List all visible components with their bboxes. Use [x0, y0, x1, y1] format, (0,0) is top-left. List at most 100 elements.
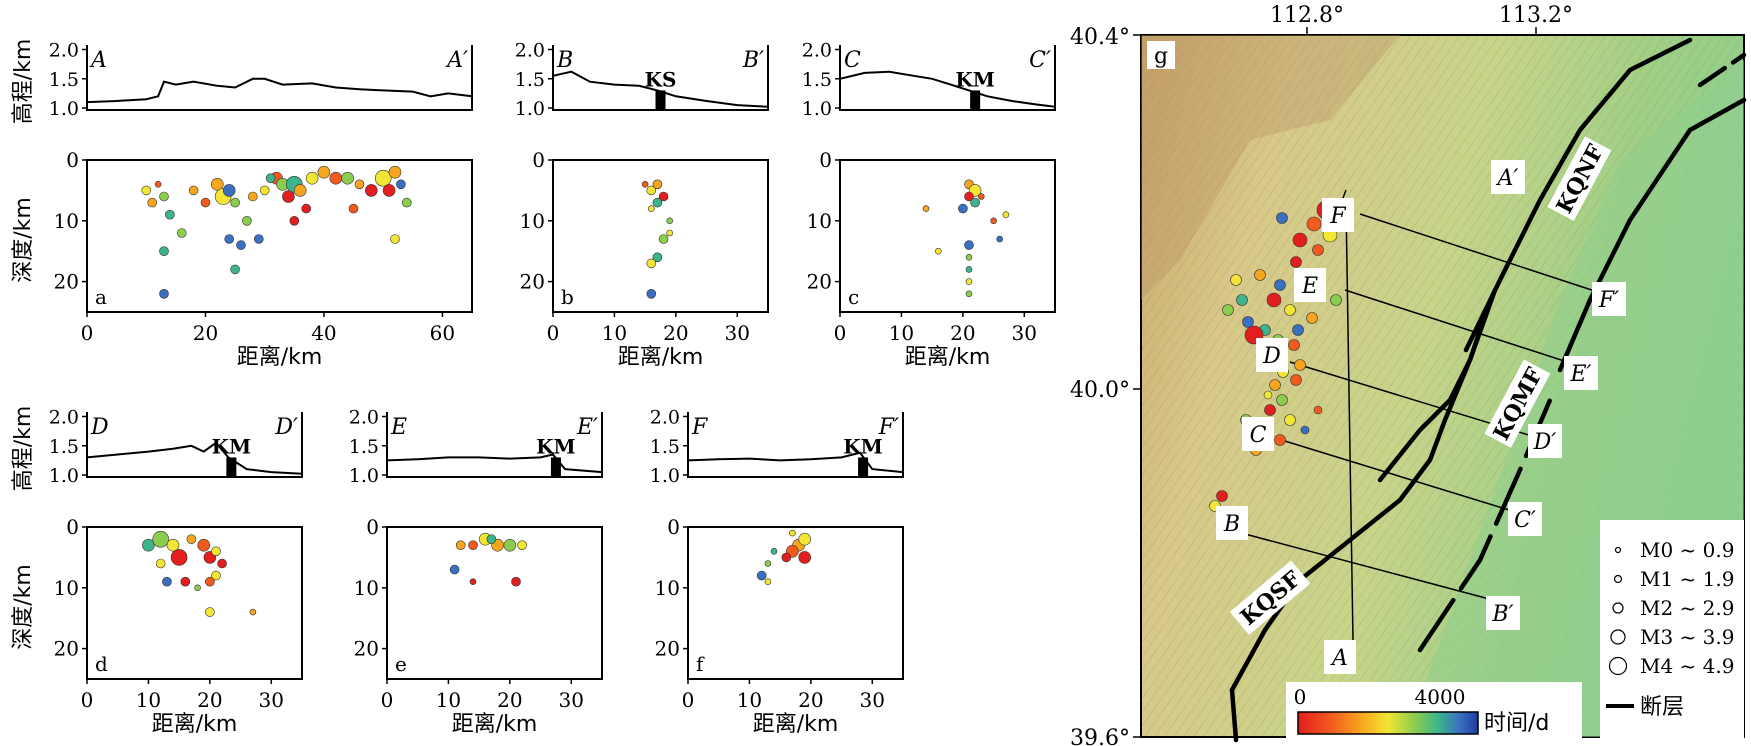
event-point	[147, 197, 157, 208]
x-tick-label: 10	[136, 688, 161, 712]
event-point	[965, 278, 973, 285]
elevation-line	[839, 70, 1056, 108]
event-point	[186, 534, 197, 545]
fault-marker-bar	[655, 90, 666, 110]
profile-start-label: F	[691, 415, 708, 440]
x-axis-label: 距离/km	[152, 712, 238, 737]
x-tick-label: 30	[860, 688, 885, 712]
map-event-point	[1222, 304, 1234, 316]
depth-tick-label: 20	[354, 637, 379, 661]
event-point	[965, 290, 973, 298]
event-point	[242, 216, 252, 226]
map-event-point	[1330, 294, 1342, 306]
elevation-frame	[86, 412, 303, 478]
map-event-point	[1276, 394, 1288, 406]
depth-frame	[86, 159, 473, 313]
label-d: D	[1262, 344, 1281, 369]
elev-tick-label: 1.0	[349, 465, 379, 487]
map-event-point	[1313, 405, 1323, 415]
event-point	[188, 185, 199, 196]
event-point	[289, 216, 300, 226]
depth-tick-label: 10	[520, 209, 545, 233]
legend-symbol	[1608, 656, 1628, 676]
depth-tick-label: 0	[819, 148, 832, 172]
event-point	[364, 184, 378, 197]
x-tick-label: 20	[497, 688, 522, 712]
event-point	[374, 169, 392, 187]
event-point	[177, 228, 187, 238]
x-tick-label: 10	[737, 688, 762, 712]
label-f-prime: F′	[1598, 288, 1619, 313]
event-point	[666, 217, 674, 225]
x-tick-label: 10	[436, 688, 461, 712]
x-tick-label: 60	[430, 321, 455, 345]
lon-tick-2: 113.2°	[1499, 3, 1573, 28]
event-point	[798, 551, 812, 564]
event-point	[170, 549, 188, 566]
profile-line-f	[1359, 213, 1611, 297]
fault-marker-bar	[226, 457, 237, 477]
event-point	[922, 205, 930, 212]
event-point	[230, 197, 240, 208]
profile-start-label: A	[89, 48, 107, 73]
depth-tick-label: 0	[667, 515, 680, 539]
event-point	[958, 203, 968, 214]
event-point	[248, 191, 258, 202]
elev-tick-label: 1.0	[802, 98, 832, 120]
event-point	[646, 288, 657, 299]
event-point	[798, 532, 812, 546]
depth-tick-label: 20	[655, 637, 680, 661]
x-tick-label: 30	[559, 688, 584, 712]
fault-marker-bar	[550, 457, 561, 477]
map-panel-label: g	[1154, 44, 1168, 69]
x-tick-label: 30	[259, 688, 284, 712]
profile-lines	[1229, 189, 1611, 641]
elevation-line	[552, 70, 769, 108]
label-b: B	[1223, 512, 1240, 537]
depth-tick-label: 20	[54, 637, 79, 661]
depth-tick-label: 10	[807, 209, 832, 233]
event-point	[486, 534, 497, 545]
legend-box	[1600, 520, 1744, 740]
map-event-point	[1254, 269, 1266, 281]
panel-label: c	[848, 285, 859, 309]
event-point	[200, 197, 211, 208]
panel-c: 2.0 1.5 1.0 C C′ KM 0 10 20 0 10 20 30 距离/km c	[802, 40, 1056, 370]
event-point	[211, 546, 221, 557]
map-event-point	[1266, 292, 1282, 308]
x-axis-label: 距离/km	[237, 345, 323, 370]
elev-tick-label: 2.0	[650, 407, 680, 429]
label-c-prime: C′	[1514, 508, 1536, 533]
event-point	[652, 179, 663, 190]
event-point	[301, 203, 312, 214]
panel-label: d	[95, 652, 108, 676]
x-tick-label: 0	[547, 321, 560, 345]
event-point	[756, 570, 767, 581]
panel-b: 2.0 1.5 1.0 B B′ KS 0 10 20 0 10 20 30 距离/km b	[515, 40, 769, 370]
event-point	[236, 240, 246, 250]
event-point	[646, 185, 657, 196]
depth-tick-label: 0	[66, 515, 79, 539]
legend-symbol	[1610, 629, 1626, 645]
map-panel-label-box	[1147, 41, 1175, 69]
map-event-point	[1264, 404, 1276, 416]
elev-tick-label: 1.5	[802, 69, 832, 91]
event-point	[382, 184, 396, 197]
elevation-frame	[86, 45, 473, 111]
colorbar-label: 时间/d	[1484, 711, 1549, 736]
panel-label: e	[395, 652, 407, 676]
lat-tick-1: 40.4°	[1070, 25, 1130, 50]
depth-frame	[86, 526, 303, 680]
map-event-point	[1274, 434, 1286, 446]
elev-tick-label: 1.0	[650, 465, 680, 487]
event-point	[141, 185, 151, 196]
event-point	[142, 538, 155, 552]
event-point	[205, 607, 215, 617]
map-event-point	[1300, 425, 1310, 435]
event-point	[329, 171, 343, 185]
map-event-point	[1284, 304, 1296, 316]
depth-tick-label: 0	[366, 515, 379, 539]
event-point	[965, 253, 973, 261]
event-point	[348, 203, 359, 214]
